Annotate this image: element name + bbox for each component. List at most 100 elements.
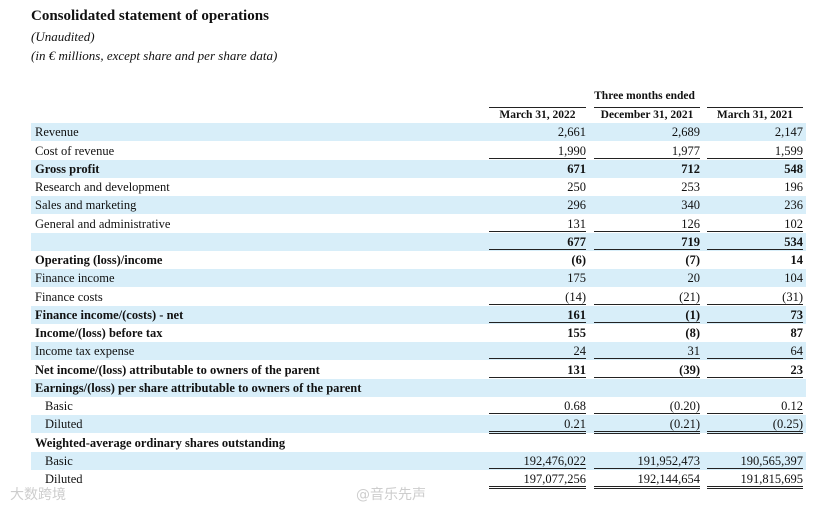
row-revenue: Revenue 2,661 2,689 2,147 [31,123,806,142]
value-q1-2022: 250 [567,180,586,194]
column-header-q1-2022: March 31, 2022 [489,107,586,123]
value-q4-2021: 712 [681,161,700,176]
watermark-center: @音乐先声 [356,487,426,503]
value-q4-2021: (0.20) [594,399,700,414]
value-q1-2022: 296 [567,198,586,213]
value-q1-2021: 196 [784,180,803,194]
value-q1-2021: (0.25) [707,417,803,435]
value-q1-2021: 73 [707,308,803,323]
value-q4-2021: 719 [594,235,700,250]
row-label: Gross profit [35,161,100,176]
value-q1-2022: (14) [489,290,586,305]
row-shares-diluted: Diluted 197,077,256 192,144,654 191,815,… [31,470,806,489]
value-q4-2021: 253 [681,180,700,194]
value-q4-2021: (21) [594,290,700,305]
statement-title: Consolidated statement of operations [31,8,269,24]
value-q4-2021: (1) [594,308,700,323]
value-q4-2021: (7) [685,253,700,267]
value-q1-2021: 190,565,397 [707,454,803,469]
row-label: Earnings/(loss) per share attributable t… [35,380,362,395]
value-q4-2021: 126 [594,217,700,232]
row-shares-basic: Basic 192,476,022 191,952,473 190,565,39… [31,451,806,470]
value-q4-2021: 31 [594,344,700,360]
row-research-development: Research and development 250 253 196 [31,178,806,196]
statement-subtitle: (Unaudited) [31,29,95,44]
value-q1-2021: 236 [784,198,803,213]
row-eps-diluted: Diluted 0.21 (0.21) (0.25) [31,415,806,435]
row-eps-heading: Earnings/(loss) per share attributable t… [31,378,806,397]
value-q1-2022: 1,990 [489,144,586,159]
row-net-income: Net income/(loss) attributable to owners… [31,361,806,380]
row-label: Research and development [35,180,170,194]
row-income-before-tax: Income/(loss) before tax 155 (8) 87 [31,324,806,342]
value-q4-2021: 340 [681,198,700,213]
row-label: Diluted [45,417,83,432]
value-q4-2021: (0.21) [594,417,700,435]
value-q1-2021: 23 [707,363,803,380]
value-q1-2022: 197,077,256 [489,472,586,489]
value-q1-2022: 175 [567,271,586,286]
row-label: Finance costs [35,289,103,304]
watermark-left: 大数跨境 [10,487,66,503]
value-q1-2021: 548 [784,161,803,176]
value-q1-2021: 14 [790,253,804,267]
value-q1-2021: 104 [784,271,803,286]
row-label: Finance income/(costs) - net [35,307,184,322]
row-label: Basic [45,453,73,468]
row-finance-income: Finance income 175 20 104 [31,269,806,288]
value-q1-2022: 161 [489,308,586,323]
value-q1-2021: 0.12 [707,399,803,414]
value-q1-2022: 24 [489,344,586,360]
value-q4-2021: 20 [687,271,701,286]
row-finance-net: Finance income/(costs) - net 161 (1) 73 [31,305,806,324]
row-shares-heading: Weighted-average ordinary shares outstan… [31,434,806,452]
row-label: General and administrative [35,216,171,231]
value-q1-2022: 2,661 [557,125,586,139]
currency-note: (in € millions, except share and per sha… [31,48,278,63]
value-q4-2021: 192,144,654 [594,472,700,489]
row-operating-expenses-total: 677 719 534 [31,232,806,251]
column-header-q1-2021: March 31, 2021 [707,107,803,123]
row-eps-basic: Basic 0.68 (0.20) 0.12 [31,397,806,415]
row-sales-marketing: Sales and marketing 296 340 236 [31,196,806,215]
row-cost-of-revenue: Cost of revenue 1,990 1,977 1,599 [31,142,806,160]
value-q1-2022: 192,476,022 [489,454,586,469]
value-q1-2022: 671 [567,161,586,176]
row-label: Net income/(loss) attributable to owners… [35,362,320,377]
row-label: Income/(loss) before tax [35,326,163,340]
value-q4-2021: (39) [594,363,700,380]
value-q1-2021: 534 [707,235,803,250]
value-q4-2021: (8) [685,326,700,340]
value-q1-2022: 131 [489,363,586,380]
row-finance-costs: Finance costs (14) (21) (31) [31,288,806,306]
value-q1-2021: 2,147 [774,125,803,139]
row-label: Basic [45,399,73,413]
row-label: Diluted [45,472,83,486]
row-label: Cost of revenue [35,143,115,158]
value-q4-2021: 191,952,473 [594,454,700,469]
value-q1-2021: 1,599 [707,144,803,159]
value-q1-2021: 102 [707,217,803,232]
row-general-administrative: General and administrative 131 126 102 [31,215,806,233]
value-q1-2022: 155 [567,326,586,340]
row-gross-profit: Gross profit 671 712 548 [31,159,806,178]
row-label: Sales and marketing [35,198,137,213]
value-q1-2022: 131 [489,217,586,232]
value-q1-2021: 87 [790,326,804,340]
row-label: Weighted-average ordinary shares outstan… [35,435,286,450]
value-q1-2022: (6) [571,253,586,267]
row-label: Finance income [35,271,115,286]
value-q1-2021: (31) [707,290,803,305]
value-q1-2021: 191,815,695 [707,472,803,489]
row-label: Operating (loss)/income [35,253,163,267]
column-header-q4-2021: December 31, 2021 [594,107,700,123]
value-q1-2021: 64 [707,344,803,360]
row-label: Income tax expense [35,344,135,359]
value-q4-2021: 1,977 [594,144,700,159]
row-income-tax-expense: Income tax expense 24 31 64 [31,342,806,361]
row-label: Revenue [35,125,79,139]
value-q1-2022: 0.21 [489,417,586,435]
value-q4-2021: 2,689 [671,125,700,139]
value-q1-2022: 0.68 [489,399,586,414]
period-label: Three months ended [594,90,695,102]
